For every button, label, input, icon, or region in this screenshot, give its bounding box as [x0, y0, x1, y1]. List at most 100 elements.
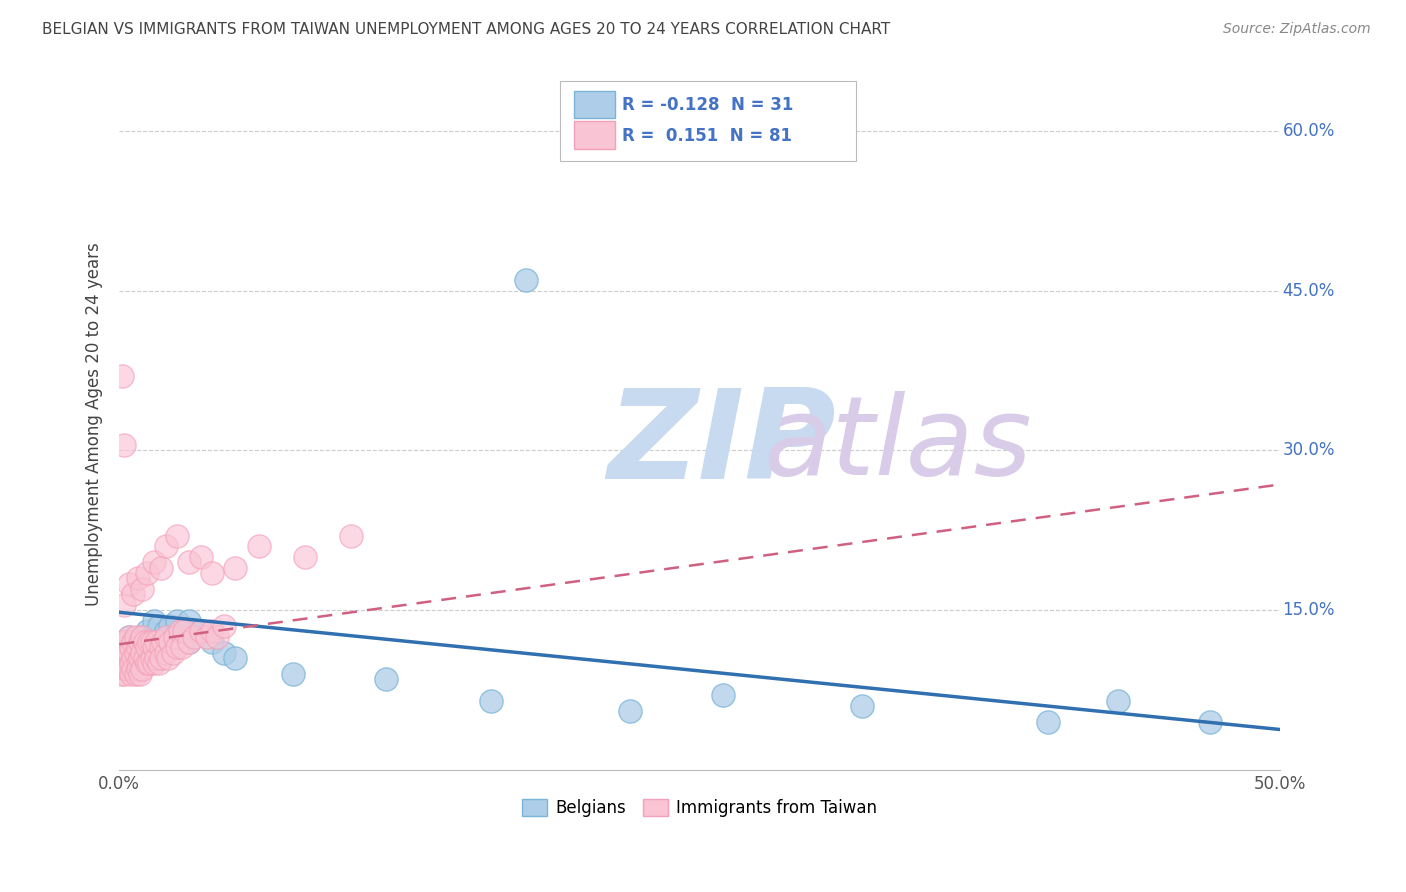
Point [515, 273, 537, 287]
Point [112, 657, 135, 671]
Point [131, 662, 153, 676]
Point [1199, 714, 1222, 729]
Point [143, 657, 166, 671]
Point [117, 662, 139, 676]
Point [197, 630, 219, 644]
Point [129, 667, 152, 681]
Point [117, 576, 139, 591]
Point [112, 667, 135, 681]
Point [479, 694, 502, 708]
Point [1107, 694, 1129, 708]
Point [131, 630, 153, 644]
Point [134, 635, 156, 649]
Point [134, 640, 156, 655]
Point [169, 624, 191, 639]
Point [150, 651, 173, 665]
Point [120, 657, 142, 671]
Point [150, 640, 173, 655]
Text: atlas: atlas [763, 391, 1032, 498]
Point [115, 646, 138, 660]
Point [124, 640, 146, 655]
Point [117, 630, 139, 644]
Point [205, 630, 228, 644]
Point [120, 667, 142, 681]
Legend: Belgians, Immigrants from Taiwan: Belgians, Immigrants from Taiwan [516, 792, 884, 824]
Point [134, 651, 156, 665]
Point [112, 438, 135, 452]
Point [138, 635, 160, 649]
Point [122, 635, 145, 649]
Point [711, 689, 734, 703]
Point [120, 640, 142, 655]
Text: BELGIAN VS IMMIGRANTS FROM TAIWAN UNEMPLOYMENT AMONG AGES 20 TO 24 YEARS CORRELA: BELGIAN VS IMMIGRANTS FROM TAIWAN UNEMPL… [42, 22, 890, 37]
Point [159, 619, 181, 633]
Point [163, 630, 186, 644]
Point [131, 582, 153, 596]
Y-axis label: Unemployment Among Ages 20 to 24 years: Unemployment Among Ages 20 to 24 years [86, 242, 103, 606]
Point [145, 635, 167, 649]
Point [131, 646, 153, 660]
Text: ZIP: ZIP [607, 384, 835, 505]
Point [110, 667, 132, 681]
Point [294, 549, 316, 564]
Point [110, 635, 132, 649]
Point [224, 651, 246, 665]
Text: 45.0%: 45.0% [1282, 282, 1334, 300]
Point [201, 566, 224, 580]
Point [129, 651, 152, 665]
Point [150, 560, 173, 574]
Point [247, 539, 270, 553]
Point [1036, 714, 1059, 729]
Point [157, 651, 180, 665]
Point [177, 614, 200, 628]
Point [122, 651, 145, 665]
Point [166, 640, 188, 655]
Point [143, 614, 166, 628]
Point [155, 646, 177, 660]
Point [124, 667, 146, 681]
Point [152, 635, 174, 649]
Point [138, 657, 160, 671]
Point [183, 630, 205, 644]
Point [155, 624, 177, 639]
Point [112, 598, 135, 612]
Point [117, 657, 139, 671]
Text: R =  0.151  N = 81: R = 0.151 N = 81 [621, 127, 792, 145]
Point [177, 555, 200, 569]
Point [177, 635, 200, 649]
Point [122, 662, 145, 676]
Point [120, 640, 142, 655]
Point [136, 624, 159, 639]
Point [173, 624, 195, 639]
Point [148, 619, 170, 633]
Point [127, 635, 149, 649]
Point [190, 549, 212, 564]
Point [110, 646, 132, 660]
Point [124, 657, 146, 671]
Point [136, 657, 159, 671]
Point [155, 630, 177, 644]
Point [122, 635, 145, 649]
Point [112, 640, 135, 655]
Point [127, 662, 149, 676]
Point [851, 699, 873, 714]
Point [122, 587, 145, 601]
Point [212, 619, 235, 633]
Point [190, 624, 212, 639]
Point [166, 614, 188, 628]
Point [201, 635, 224, 649]
Point [143, 555, 166, 569]
FancyBboxPatch shape [574, 121, 614, 149]
Point [122, 651, 145, 665]
Text: 60.0%: 60.0% [1282, 121, 1334, 140]
FancyBboxPatch shape [561, 81, 856, 161]
Point [375, 673, 398, 687]
Point [572, 129, 595, 144]
Point [136, 640, 159, 655]
Point [110, 368, 132, 383]
Point [124, 630, 146, 644]
Point [115, 651, 138, 665]
Point [190, 624, 212, 639]
Point [112, 640, 135, 655]
Point [162, 646, 184, 660]
